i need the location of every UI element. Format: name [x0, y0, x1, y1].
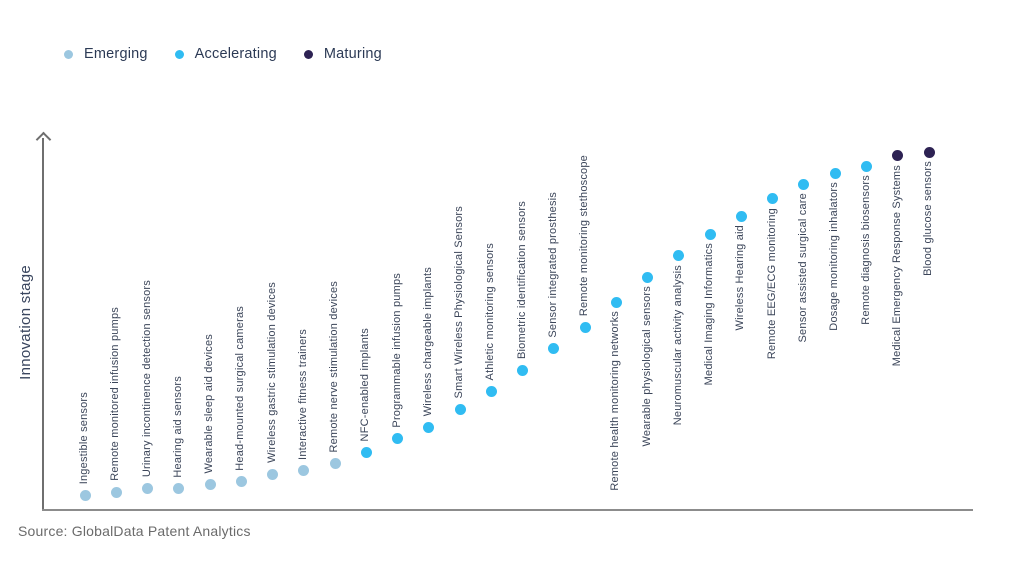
data-point-label: Sensor integrated prosthesis: [546, 192, 559, 338]
data-point-dot: [173, 483, 185, 495]
legend-label: Emerging: [84, 46, 148, 62]
data-point-label: Remote nerve stimulation devices: [328, 280, 341, 453]
legend-label: Accelerating: [194, 46, 277, 62]
data-point-label: Dosage monitoring inhalators: [828, 182, 841, 332]
data-point-dot: [517, 364, 529, 376]
data-point-dot: [642, 271, 654, 283]
data-point-label: Urinary incontinence detection sensors: [140, 280, 153, 478]
data-point-dot: [861, 160, 872, 172]
data-point-dot: [423, 422, 435, 434]
legend-label: Maturing: [323, 46, 382, 62]
data-point-label: Wireless Hearing aid: [734, 225, 747, 331]
data-point-label: Athletic monitoring sensors: [484, 243, 497, 381]
y-axis-arrowhead-icon: [35, 131, 52, 148]
data-point-label: Medical Emergency Response Systems: [890, 164, 903, 366]
data-point-label: Programmable infusion pumps: [390, 272, 403, 428]
data-point-dot: [579, 321, 591, 333]
y-axis-line: [42, 138, 44, 511]
data-point-label: Medical Imaging Informatics: [703, 243, 716, 386]
data-point-label: Remote EEG/ECG monitoring: [765, 207, 778, 359]
data-point-dot: [454, 404, 466, 416]
data-point-label: Blood glucose sensors: [922, 161, 935, 276]
accelerating-dot-icon: [174, 49, 184, 59]
data-point-label: Interactive fitness trainers: [296, 328, 309, 460]
maturing-dot-icon: [303, 49, 313, 59]
data-point-label: Wireless chargeable implants: [421, 267, 434, 417]
data-point-label: Smart Wireless Physiological Sensors: [453, 206, 466, 399]
legend-item-emerging: Emerging: [64, 46, 148, 62]
data-point-dot: [392, 432, 404, 444]
emerging-dot-icon: [64, 49, 73, 59]
data-point-dot: [767, 193, 779, 205]
data-point-dot: [329, 457, 341, 469]
data-point-dot: [548, 343, 560, 355]
data-point-dot: [142, 483, 154, 495]
legend: Emerging Accelerating Maturing: [64, 46, 382, 62]
data-point-label: NFC-enabled implants: [359, 328, 372, 442]
data-point-label: Hearing aid sensors: [171, 375, 184, 478]
x-axis-line: [42, 509, 973, 511]
data-point-dot: [79, 490, 91, 502]
data-point-dot: [267, 468, 279, 480]
data-point-label: Biometric identification sensors: [515, 201, 528, 360]
data-point-label: Remote monitoring stethoscope: [578, 155, 591, 317]
data-point-dot: [610, 296, 622, 308]
data-point-dot: [298, 465, 310, 477]
data-point-dot: [673, 250, 685, 262]
data-point-label: Wearable physiological sensors: [640, 286, 653, 447]
data-point-dot: [892, 150, 904, 162]
legend-item-accelerating: Accelerating: [174, 46, 277, 62]
data-point-label: Head-mounted surgical cameras: [234, 305, 247, 471]
data-point-label: Sensor assisted surgical care: [796, 193, 809, 343]
data-point-label: Remote monitored infusion pumps: [109, 307, 122, 482]
data-point-dot: [923, 146, 935, 158]
data-point-label: Remote health monitoring networks: [609, 311, 622, 491]
data-point-dot: [798, 178, 810, 190]
data-point-dot: [829, 167, 841, 179]
data-point-label: Ingestible sensors: [78, 392, 90, 485]
data-point-label: Neuromuscular activity analysis: [671, 264, 684, 426]
data-point-dot: [735, 210, 747, 222]
source-note: Source: GlobalData Patent Analytics: [18, 523, 251, 539]
data-point-dot: [360, 447, 372, 459]
data-point-label: Remote diagnosis biosensors: [859, 175, 872, 326]
data-point-dot: [235, 475, 247, 487]
y-axis-label: Innovation stage: [17, 265, 34, 380]
data-point-label: Wireless gastric stimulation devices: [265, 282, 278, 464]
data-point-dot: [704, 228, 716, 240]
data-point-label: Wearable sleep aid devices: [203, 334, 216, 474]
data-point-dot: [110, 486, 122, 498]
legend-item-maturing: Maturing: [303, 46, 382, 62]
data-point-dot: [204, 479, 216, 491]
data-point-dot: [485, 386, 497, 398]
